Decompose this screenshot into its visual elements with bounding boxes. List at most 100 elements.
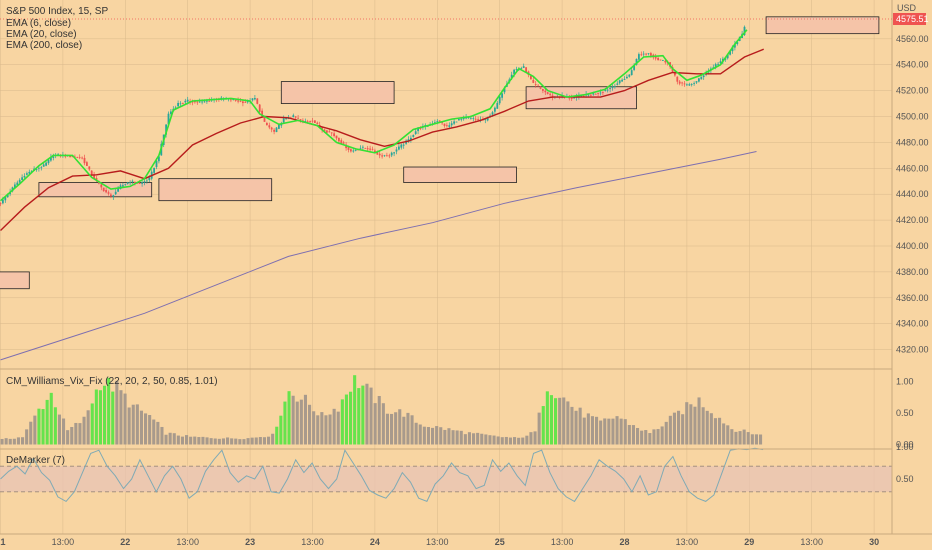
vix-bar (648, 433, 652, 445)
currency-label: USD (897, 3, 917, 13)
last-price-badge (893, 13, 926, 25)
candle-body (494, 107, 496, 112)
candle-body (330, 132, 333, 134)
vix-bar (726, 425, 730, 445)
vix-bar (672, 412, 676, 445)
candle-body (198, 101, 201, 103)
time-tick-label: 23 (245, 537, 255, 547)
candle-body (657, 57, 659, 61)
ema-20-legend[interactable]: EMA (20, close) (6, 29, 77, 40)
candle-body (702, 75, 705, 78)
vix-bar (443, 429, 447, 445)
price-axis[interactable]: 4560.00 4540.00 4520.00 4500.00 4480.00 4460.… (896, 34, 929, 355)
candle-body (21, 177, 23, 180)
vix-bar (554, 398, 558, 445)
time-axis[interactable]: 21 13:00 22 13:00 23 13:00 24 13:00 25 13:00 28 13:… (0, 537, 879, 547)
time-tick-label: 24 (370, 537, 380, 547)
vix-bar (611, 418, 615, 445)
price-candles[interactable] (0, 25, 746, 207)
vix-bar (492, 435, 496, 445)
candle-body (688, 84, 691, 86)
time-tick-label: 25 (495, 537, 505, 547)
vix-bar (209, 438, 213, 445)
candle-body (266, 123, 268, 126)
candle-body (729, 51, 731, 55)
candle-body (743, 26, 746, 35)
candle-body (614, 86, 616, 87)
candle-body (477, 119, 479, 120)
ema-200-line (0, 151, 757, 361)
candle-body (599, 92, 602, 94)
time-tick-label: 21 (0, 537, 6, 547)
vix-bar (615, 416, 619, 445)
candle-body (597, 93, 599, 95)
candle-body (438, 120, 441, 122)
vix-bar (730, 429, 734, 445)
candle-body (633, 65, 635, 70)
time-tick-label: 13:00 (426, 537, 449, 547)
candle-body (95, 178, 98, 181)
vix-bar (742, 429, 746, 445)
vix-bar (431, 427, 435, 445)
candle-body (606, 89, 609, 91)
candle-body (690, 84, 693, 85)
demarker-legend[interactable]: DeMarker (7) (6, 455, 65, 466)
vix-bar (172, 433, 176, 445)
candle-body (306, 121, 309, 123)
vix-fix-legend[interactable]: CM_Williams_Vix_Fix (22, 20, 2, 50, 0.85… (6, 376, 218, 387)
vix-bar (623, 419, 627, 445)
price-tick-label: 4460.00 (896, 163, 929, 173)
vix-bar (381, 403, 385, 445)
vix-bar (45, 399, 49, 445)
time-tick-label: 13:00 (800, 537, 823, 547)
vix-bar (349, 391, 353, 445)
candle-body (414, 131, 417, 135)
candle-body (681, 82, 683, 84)
vix-bar (33, 415, 37, 445)
vix-bar (316, 415, 320, 445)
vix-bar (164, 434, 168, 445)
vix-bar (62, 418, 66, 445)
candle-body (645, 53, 647, 55)
candle-body (182, 102, 184, 104)
time-tick-label: 13:00 (52, 537, 75, 547)
candle-body (532, 79, 535, 83)
time-tick-label: 13:00 (176, 537, 199, 547)
vix-bar (455, 430, 459, 445)
candle-body (170, 111, 172, 114)
candle-body (539, 87, 542, 89)
vix-bar (467, 432, 471, 445)
candle-body (602, 91, 604, 93)
candle-body (638, 54, 640, 60)
vix-bar (57, 414, 61, 445)
vix-bar (652, 429, 656, 445)
vix-bar (410, 415, 414, 445)
vix-bar (402, 416, 406, 445)
chart-grid (0, 0, 892, 534)
ema-6-legend[interactable]: EMA (6, close) (6, 18, 71, 29)
vix-bar (709, 413, 713, 445)
vix-bar (713, 418, 717, 445)
candle-body (501, 93, 503, 98)
vix-bar (332, 408, 336, 445)
candle-body (474, 118, 477, 120)
candle-body (102, 187, 105, 192)
candle-body (234, 100, 237, 101)
symbol-title[interactable]: S&P 500 Index, 15, SP (6, 6, 108, 17)
zone-rect (0, 271, 30, 290)
candle-body (623, 79, 626, 80)
candle-body (110, 194, 112, 197)
price-tick-label: 4520.00 (896, 86, 929, 96)
candle-body (604, 89, 607, 91)
zone-rect (765, 16, 880, 35)
vix-bar (254, 437, 258, 445)
candle-body (40, 167, 43, 169)
candle-body (251, 98, 254, 101)
vix-bar (451, 430, 455, 445)
candle-body (100, 184, 103, 188)
vix-bar (139, 410, 143, 445)
demarker-band (0, 466, 892, 492)
ema-200-legend[interactable]: EMA (200, close) (6, 40, 82, 51)
vix-bar (656, 429, 660, 445)
